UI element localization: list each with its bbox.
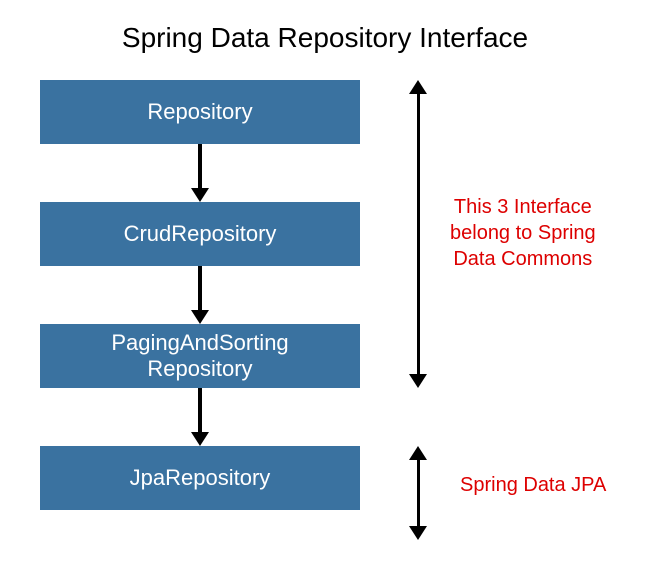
range-arrow-head-down [409,526,427,540]
diagram-title: Spring Data Repository Interface [0,22,650,54]
annotation-text: Spring Data JPA [460,472,606,498]
hierarchy-box: PagingAndSortingRepository [40,324,360,388]
annotation-text: This 3 Interfacebelong to SpringData Com… [450,194,596,272]
range-arrow-head-up [409,80,427,94]
flow-arrow-shaft [198,266,202,310]
hierarchy-box: CrudRepository [40,202,360,266]
flow-arrow-head [191,188,209,202]
range-arrow-shaft [417,94,420,374]
range-arrow-head-down [409,374,427,388]
flow-arrow-shaft [198,388,202,432]
flow-arrow-head [191,310,209,324]
hierarchy-box: Repository [40,80,360,144]
flow-arrow-head [191,432,209,446]
range-arrow-head-up [409,446,427,460]
flow-arrow-shaft [198,144,202,188]
range-arrow-shaft [417,460,420,526]
hierarchy-box: JpaRepository [40,446,360,510]
